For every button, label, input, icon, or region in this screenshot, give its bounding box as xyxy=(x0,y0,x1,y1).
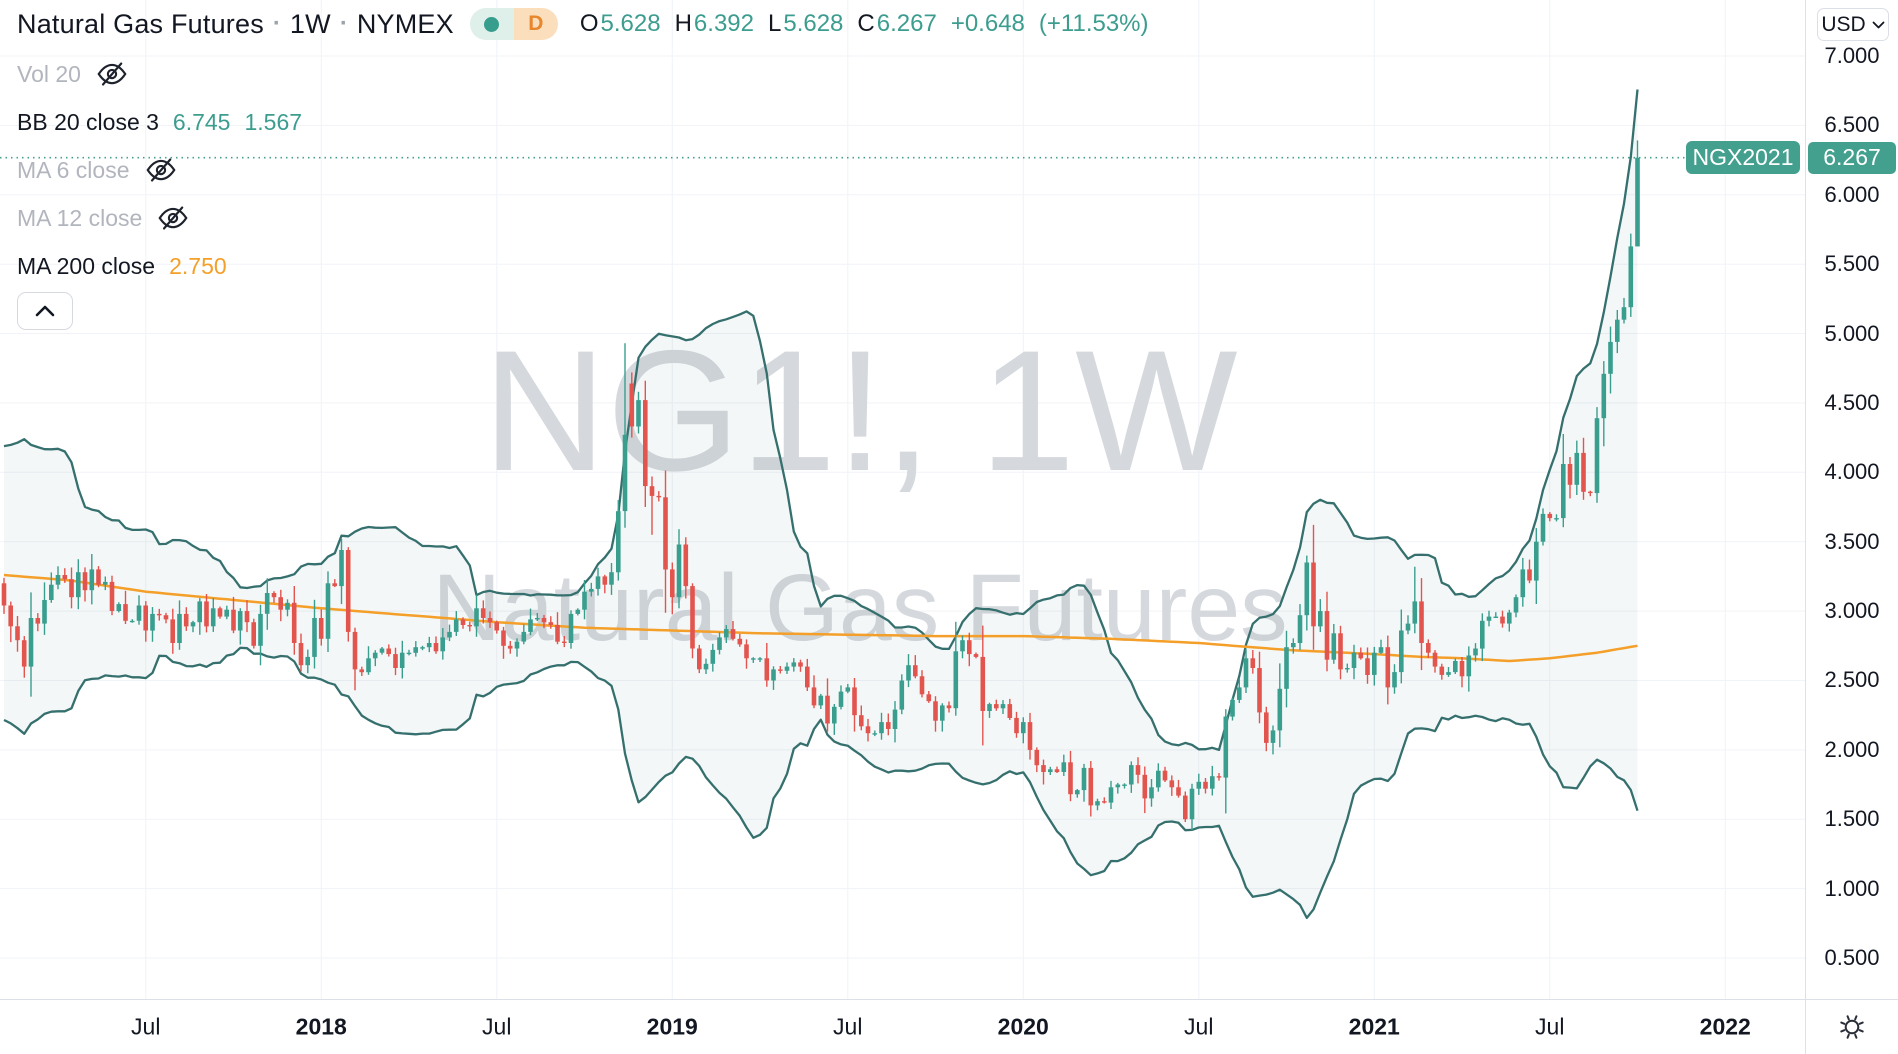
eye-hidden-icon[interactable] xyxy=(97,59,127,89)
low-label: L xyxy=(767,10,782,37)
chevron-up-icon xyxy=(35,305,55,317)
price-tick-label: 2.500 xyxy=(1824,667,1880,693)
time-tick-label: Jul xyxy=(833,1013,863,1040)
open-label: O xyxy=(579,10,599,37)
bollinger-lower-line xyxy=(3,646,1639,920)
open-value: 5.628 xyxy=(600,10,661,37)
legend-label: BB 20 close 3 xyxy=(17,108,159,135)
chart-pane[interactable]: NG1!, 1W Natural Gas Futures xyxy=(0,0,1805,999)
time-axis[interactable]: Jul 2018 Jul 2019 Jul 2020 Jul 2021 Jul 2022 xyxy=(0,999,1805,1054)
market-status-badge[interactable]: D xyxy=(469,8,558,40)
high-label: H xyxy=(674,10,692,37)
separator-dot: · xyxy=(272,10,281,37)
bollinger-fill xyxy=(4,89,1638,918)
price-tick-label: 4.000 xyxy=(1824,459,1880,485)
legend-row-ma-6-close[interactable]: MA 6 close xyxy=(17,146,1149,194)
legend-row-ma-12-close[interactable]: MA 12 close xyxy=(17,194,1149,242)
legend-value: 2.750 xyxy=(169,252,227,279)
chevron-down-icon xyxy=(1872,21,1885,28)
eye-hidden-icon[interactable] xyxy=(158,203,188,233)
axis-corner xyxy=(1805,999,1898,1054)
change-percent: (+11.53%) xyxy=(1038,10,1149,37)
symbol-watermark: NG1!, 1W xyxy=(482,315,1237,507)
time-tick-label: Jul xyxy=(482,1013,512,1040)
exchange-label[interactable]: NYMEX xyxy=(356,8,454,39)
axis-settings-gear-icon[interactable] xyxy=(1835,1010,1869,1044)
time-tick-label: Jul xyxy=(1535,1013,1565,1040)
interval-label[interactable]: 1W xyxy=(289,8,331,39)
price-tick-label: 6.000 xyxy=(1824,181,1880,207)
change-value: +0.648 xyxy=(950,10,1025,37)
ohlc-readout: O 5.628 H 6.392 L 5.628 C 6.267 +0.648 (+11.… xyxy=(580,10,1149,38)
time-tick-label: Jul xyxy=(1184,1013,1214,1040)
time-tick-label: Jul xyxy=(131,1013,161,1040)
time-tick-label: 2022 xyxy=(1699,1013,1751,1040)
time-tick-label: 2018 xyxy=(295,1013,347,1040)
low-value: 5.628 xyxy=(783,10,844,37)
price-tick-label: 6.500 xyxy=(1824,112,1880,138)
realtime-status-dot-icon xyxy=(469,8,514,40)
legend-row-vol-20[interactable]: Vol 20 xyxy=(17,50,1149,98)
time-tick-label: 2019 xyxy=(646,1013,698,1040)
delayed-data-badge: D xyxy=(513,8,558,40)
legend-label: Vol 20 xyxy=(17,60,81,87)
candles xyxy=(1,140,1640,831)
indicator-legend: Vol 20 BB 20 close 3 6.745 1.567 MA 6 close M… xyxy=(17,50,1149,290)
price-tick-label: 4.500 xyxy=(1824,389,1880,415)
price-axis[interactable]: USD 6.267 7.000 6.500 6.000 5.500 5.000 4.500… xyxy=(1805,0,1898,999)
eye-hidden-icon[interactable] xyxy=(145,155,176,185)
currency-label: USD xyxy=(1821,12,1866,36)
legend-value: 1.567 xyxy=(244,108,303,135)
symbol-name-watermark: Natural Gas Futures xyxy=(432,555,1287,661)
legend-value: 6.745 xyxy=(172,108,231,135)
legend-label: MA 6 close xyxy=(17,156,130,183)
legend-label: MA 200 close xyxy=(17,252,156,279)
symbol-title-row: Natural Gas Futures · 1W · NYMEX D O 5.62… xyxy=(17,6,1149,42)
chart-header: Natural Gas Futures · 1W · NYMEX D O 5.62… xyxy=(17,6,1149,330)
price-tick-label: 5.000 xyxy=(1824,320,1880,346)
close-value: 6.267 xyxy=(876,10,937,37)
time-tick-label: 2020 xyxy=(997,1013,1049,1040)
currency-selector-button[interactable]: USD xyxy=(1817,8,1889,41)
price-tick-label: 3.500 xyxy=(1824,528,1880,554)
time-tick-label: 2021 xyxy=(1348,1013,1400,1040)
legend-row-bb-20-close-3[interactable]: BB 20 close 3 6.745 1.567 xyxy=(17,98,1149,146)
separator-dot: · xyxy=(339,10,348,37)
legend-row-ma-200-close[interactable]: MA 200 close 2.750 xyxy=(17,242,1149,290)
ma200-line xyxy=(3,573,1638,663)
symbol-title[interactable]: Natural Gas Futures xyxy=(17,8,264,39)
price-tick-label: 0.500 xyxy=(1824,945,1880,970)
bollinger-upper-line xyxy=(3,89,1639,752)
high-value: 6.392 xyxy=(693,10,754,37)
price-tick-label: 1.000 xyxy=(1824,875,1880,901)
price-tick-label: 7.000 xyxy=(1824,43,1880,68)
contract-price-label: NGX2021 xyxy=(1686,141,1800,175)
legend-label: MA 12 close xyxy=(17,204,143,231)
price-tick-label: 1.500 xyxy=(1824,806,1880,832)
legend-collapse-button[interactable] xyxy=(17,292,73,330)
last-price-tag: 6.267 xyxy=(1808,141,1896,174)
close-label: C xyxy=(857,10,875,37)
price-tick-label: 5.500 xyxy=(1824,251,1880,277)
price-tick-label: 3.000 xyxy=(1824,598,1880,624)
price-tick-label: 2.000 xyxy=(1824,736,1880,762)
